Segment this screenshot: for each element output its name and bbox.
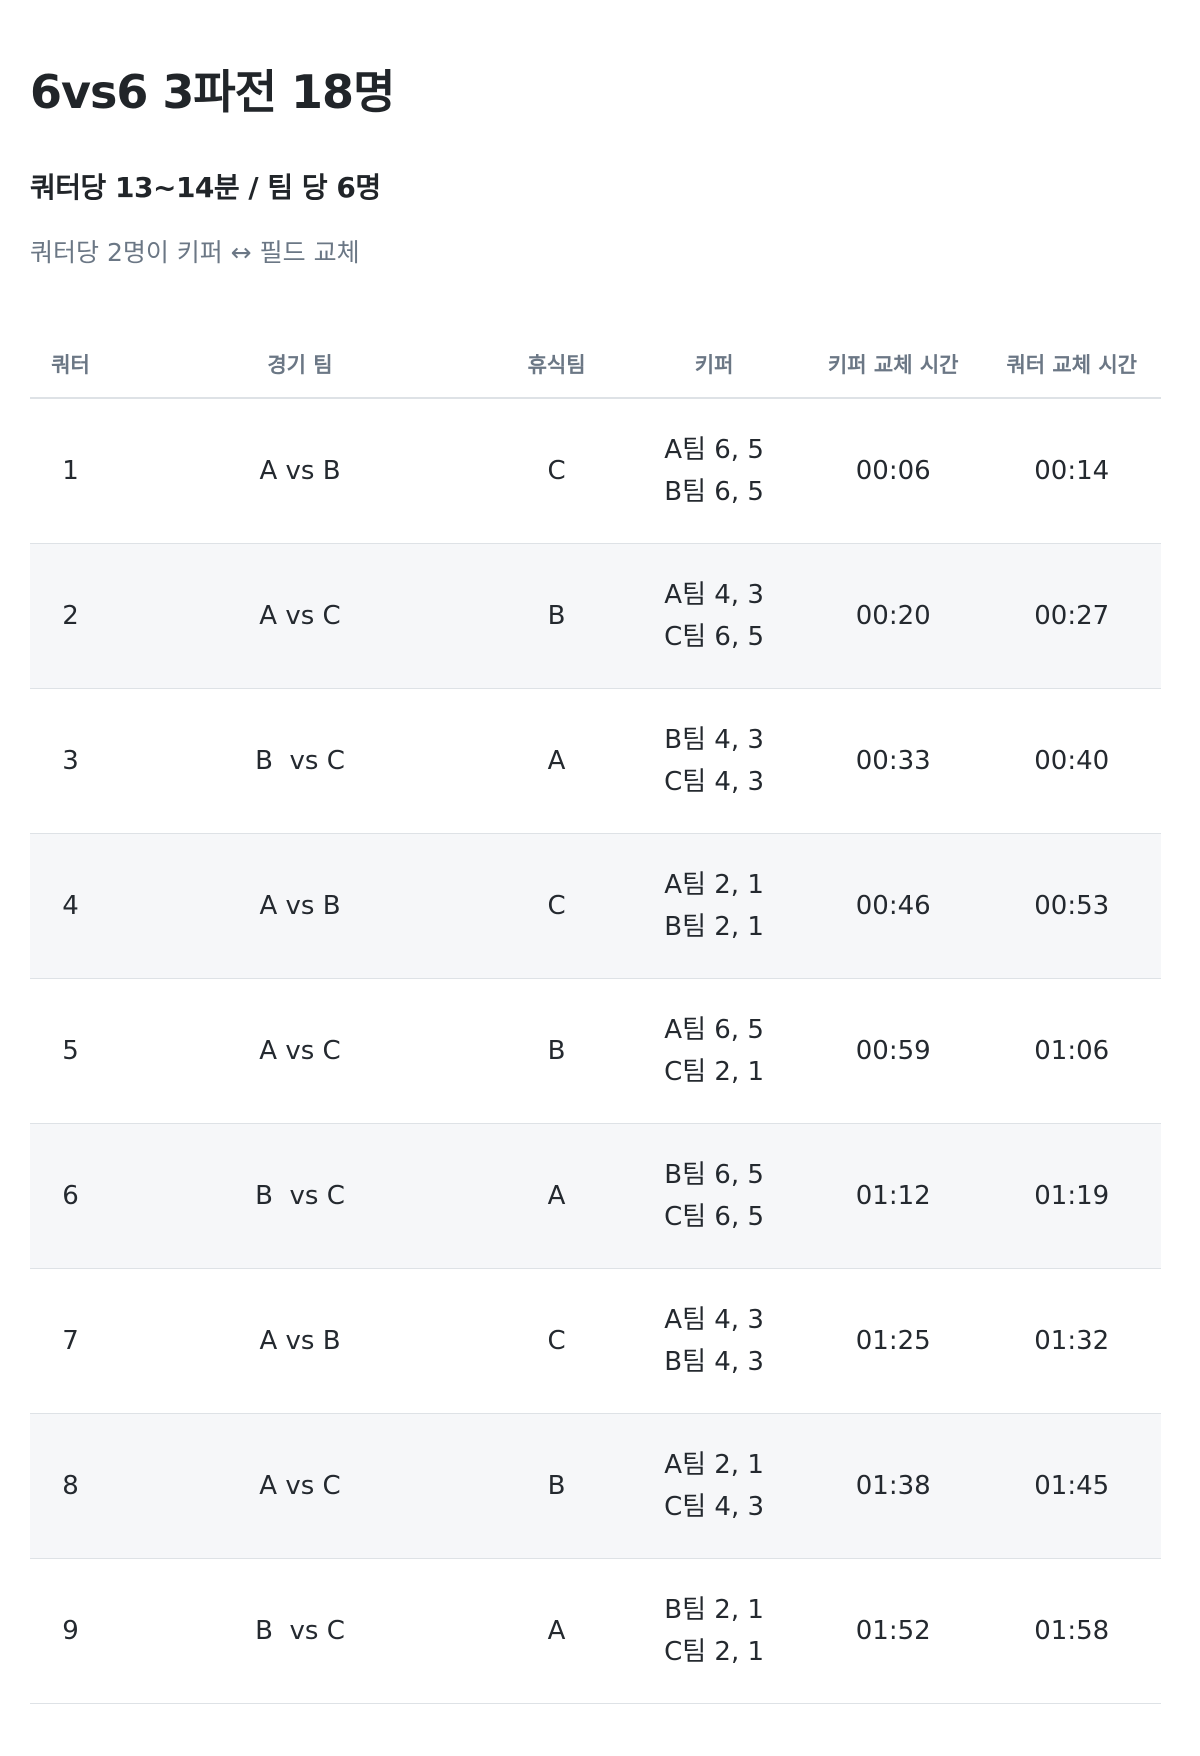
cell-keeper-swap: 00:59 xyxy=(803,978,983,1124)
cell-rest: C xyxy=(488,833,625,979)
cell-keeper: A팀 4, 3 C팀 6, 5 xyxy=(624,543,804,689)
cell-keeper-swap: 01:25 xyxy=(803,1268,983,1414)
keeper-line: A팀 6, 5 xyxy=(664,1015,764,1045)
keeper-line: C팀 2, 1 xyxy=(664,1057,765,1087)
cell-quarter-swap: 01:19 xyxy=(982,1123,1161,1269)
cell-rest: B xyxy=(488,1413,625,1559)
cell-quarter-swap: 00:14 xyxy=(982,398,1161,544)
cell-quarter-swap: 01:45 xyxy=(982,1413,1161,1559)
keeper-line: C팀 4, 3 xyxy=(664,767,765,797)
keeper-line: A팀 4, 3 xyxy=(664,1305,764,1335)
page-note: 쿼터당 2명이 키퍼 ↔ 필드 교체 xyxy=(30,238,360,267)
cell-quarter: 7 xyxy=(30,1268,112,1414)
cell-keeper-swap: 01:52 xyxy=(803,1558,983,1704)
cell-match: A vs C xyxy=(111,1413,489,1559)
page-title: 6vs6 3파전 18명 xyxy=(30,65,395,119)
cell-quarter: 5 xyxy=(30,978,112,1124)
cell-keeper: A팀 6, 5 B팀 6, 5 xyxy=(624,398,804,544)
cell-keeper-swap: 00:46 xyxy=(803,833,983,979)
cell-match: B vs C xyxy=(111,1558,489,1704)
cell-quarter-swap: 00:27 xyxy=(982,543,1161,689)
cell-keeper-swap: 00:06 xyxy=(803,398,983,544)
cell-quarter: 1 xyxy=(30,398,112,544)
cell-keeper: A팀 6, 5 C팀 2, 1 xyxy=(624,978,804,1124)
cell-keeper: B팀 6, 5 C팀 6, 5 xyxy=(624,1123,804,1269)
header-quarter: 쿼터 xyxy=(30,330,112,399)
keeper-line: B팀 6, 5 xyxy=(664,477,764,507)
cell-quarter: 8 xyxy=(30,1413,112,1559)
cell-keeper: A팀 2, 1 C팀 4, 3 xyxy=(624,1413,804,1559)
cell-keeper-swap: 00:33 xyxy=(803,688,983,834)
cell-quarter: 4 xyxy=(30,833,112,979)
cell-quarter-swap: 01:06 xyxy=(982,978,1161,1124)
header-quarter-swap: 쿼터 교체 시간 xyxy=(982,330,1161,399)
cell-keeper-swap: 01:12 xyxy=(803,1123,983,1269)
keeper-line: A팀 2, 1 xyxy=(664,870,764,900)
cell-keeper: B팀 4, 3 C팀 4, 3 xyxy=(624,688,804,834)
cell-rest: C xyxy=(488,398,625,544)
cell-quarter-swap: 01:58 xyxy=(982,1558,1161,1704)
header-keeper-swap: 키퍼 교체 시간 xyxy=(803,330,983,399)
page-subtitle: 쿼터당 13~14분 / 팀 당 6명 xyxy=(30,171,381,204)
cell-quarter-swap: 00:53 xyxy=(982,833,1161,979)
keeper-line: B팀 4, 3 xyxy=(664,1347,764,1377)
keeper-line: B팀 2, 1 xyxy=(664,1595,764,1625)
keeper-line: C팀 2, 1 xyxy=(664,1637,765,1667)
keeper-line: B팀 6, 5 xyxy=(664,1160,764,1190)
cell-match: A vs C xyxy=(111,978,489,1124)
cell-keeper: A팀 4, 3 B팀 4, 3 xyxy=(624,1268,804,1414)
cell-rest: B xyxy=(488,543,625,689)
table-header-row: 쿼터 경기 팀 휴식팀 키퍼 키퍼 교체 시간 쿼터 교체 시간 xyxy=(30,330,1161,399)
header-keeper: 키퍼 xyxy=(624,330,804,399)
cell-rest: C xyxy=(488,1268,625,1414)
cell-quarter: 9 xyxy=(30,1558,112,1704)
cell-rest: B xyxy=(488,978,625,1124)
cell-keeper-swap: 00:20 xyxy=(803,543,983,689)
cell-match: A vs B xyxy=(111,1268,489,1414)
keeper-line: C팀 4, 3 xyxy=(664,1492,765,1522)
cell-quarter: 2 xyxy=(30,543,112,689)
cell-rest: A xyxy=(488,688,625,834)
keeper-line: B팀 4, 3 xyxy=(664,725,764,755)
cell-match: B vs C xyxy=(111,688,489,834)
keeper-line: C팀 6, 5 xyxy=(664,1202,765,1232)
cell-match: A vs B xyxy=(111,833,489,979)
cell-match: B vs C xyxy=(111,1123,489,1269)
keeper-line: A팀 2, 1 xyxy=(664,1450,764,1480)
cell-quarter: 6 xyxy=(30,1123,112,1269)
cell-quarter-swap: 01:32 xyxy=(982,1268,1161,1414)
header-match: 경기 팀 xyxy=(111,330,489,399)
header-rest: 휴식팀 xyxy=(488,330,625,399)
keeper-line: A팀 4, 3 xyxy=(664,580,764,610)
cell-quarter: 3 xyxy=(30,688,112,834)
keeper-line: A팀 6, 5 xyxy=(664,435,764,465)
cell-keeper-swap: 01:38 xyxy=(803,1413,983,1559)
cell-match: A vs C xyxy=(111,543,489,689)
cell-quarter-swap: 00:40 xyxy=(982,688,1161,834)
cell-rest: A xyxy=(488,1123,625,1269)
keeper-line: C팀 6, 5 xyxy=(664,622,765,652)
cell-rest: A xyxy=(488,1558,625,1704)
cell-match: A vs B xyxy=(111,398,489,544)
cell-keeper: B팀 2, 1 C팀 2, 1 xyxy=(624,1558,804,1704)
cell-keeper: A팀 2, 1 B팀 2, 1 xyxy=(624,833,804,979)
keeper-line: B팀 2, 1 xyxy=(664,912,764,942)
